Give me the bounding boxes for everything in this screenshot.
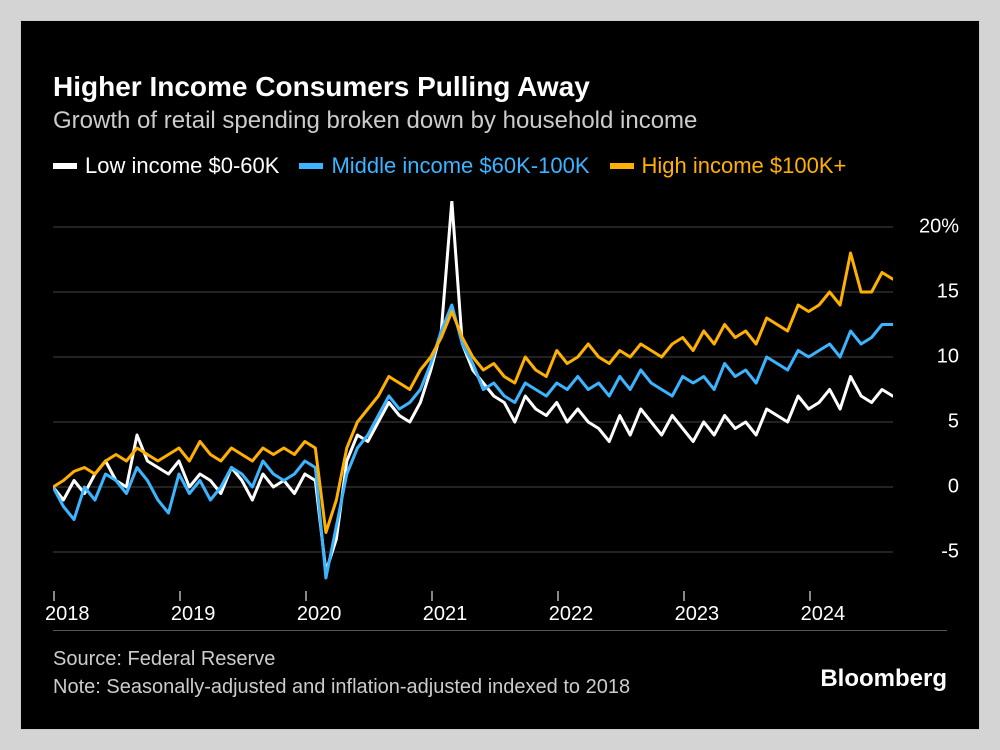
x-tick [53,591,55,601]
note-text: Note: Seasonally-adjusted and inflation-… [53,673,630,701]
x-tick [431,591,433,601]
x-tick-label: 2020 [297,603,342,626]
legend-swatch [610,163,634,169]
x-tick-label: 2018 [45,603,90,626]
legend-swatch [53,163,77,169]
y-tick-label: 20% [919,216,959,239]
x-tick [305,591,307,601]
x-tick [683,591,685,601]
x-tick-label: 2022 [549,603,594,626]
x-tick-label: 2024 [801,603,846,626]
y-tick-label: -5 [941,541,959,564]
legend-label: Middle income $60K-100K [331,153,589,179]
brand-logo: Bloomberg [820,665,947,693]
chart-plot [53,201,893,591]
y-tick-label: 5 [948,411,959,434]
chart-title: Higher Income Consumers Pulling Away [53,71,590,103]
legend-item: Middle income $60K-100K [299,153,589,179]
legend-item: Low income $0-60K [53,153,279,179]
y-tick-label: 10 [937,346,959,369]
source-text: Source: Federal Reserve [53,645,630,673]
legend-label: Low income $0-60K [85,153,279,179]
x-tick-label: 2019 [171,603,216,626]
chart-legend: Low income $0-60K Middle income $60K-100K… [53,153,846,179]
y-tick-label: 15 [937,281,959,304]
legend-label: High income $100K+ [642,153,847,179]
x-tick-label: 2021 [423,603,468,626]
y-tick-label: 0 [948,476,959,499]
x-tick [809,591,811,601]
chart-card: Higher Income Consumers Pulling Away Gro… [20,20,980,730]
x-tick [557,591,559,601]
legend-item: High income $100K+ [610,153,847,179]
x-tick [179,591,181,601]
footer-divider [53,630,947,631]
x-tick-label: 2023 [675,603,720,626]
chart-subtitle: Growth of retail spending broken down by… [53,107,697,135]
chart-footer: Source: Federal Reserve Note: Seasonally… [53,645,630,701]
legend-swatch [299,163,323,169]
